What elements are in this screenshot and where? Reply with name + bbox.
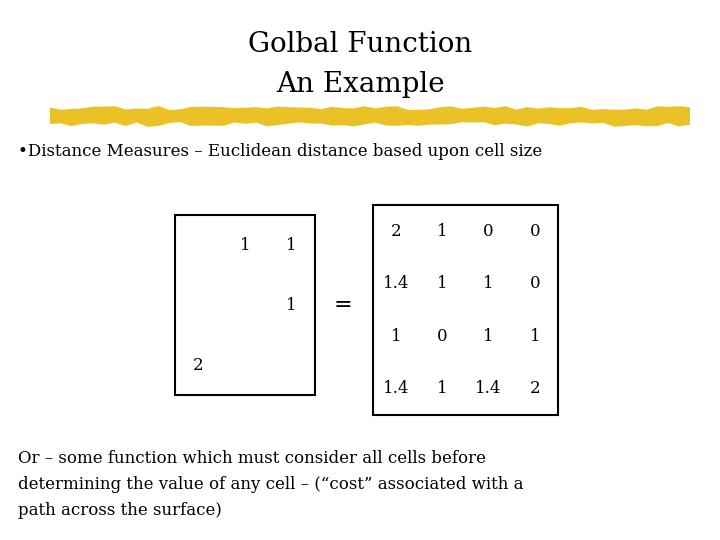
Text: •Distance Measures – Euclidean distance based upon cell size: •Distance Measures – Euclidean distance …: [18, 144, 542, 160]
Text: 0: 0: [530, 222, 540, 240]
Text: 1: 1: [437, 222, 448, 240]
Text: 1.4: 1.4: [383, 275, 410, 292]
Text: 1: 1: [483, 275, 494, 292]
Text: 1: 1: [483, 328, 494, 345]
Text: 0: 0: [437, 328, 448, 345]
Text: Golbal Function: Golbal Function: [248, 31, 472, 58]
Text: 1: 1: [240, 237, 251, 253]
Bar: [175, 215, 315, 395]
Bar: [373, 205, 558, 415]
Text: 2: 2: [391, 222, 402, 240]
Text: 1.4: 1.4: [475, 380, 502, 397]
Text: 1: 1: [287, 237, 297, 253]
Text: An Example: An Example: [276, 71, 444, 98]
Text: Or – some function which must consider all cells before
determining the value of: Or – some function which must consider a…: [18, 450, 523, 519]
Text: 1: 1: [391, 328, 402, 345]
Text: 1.4: 1.4: [383, 380, 410, 397]
Text: 0: 0: [530, 275, 540, 292]
Text: 1: 1: [437, 380, 448, 397]
Text: 1: 1: [437, 275, 448, 292]
Text: 1: 1: [530, 328, 540, 345]
Text: 2: 2: [530, 380, 540, 397]
Text: 1: 1: [287, 296, 297, 314]
Polygon shape: [50, 106, 690, 127]
Text: 0: 0: [483, 222, 494, 240]
Text: =: =: [333, 294, 352, 316]
Text: 2: 2: [193, 356, 204, 374]
